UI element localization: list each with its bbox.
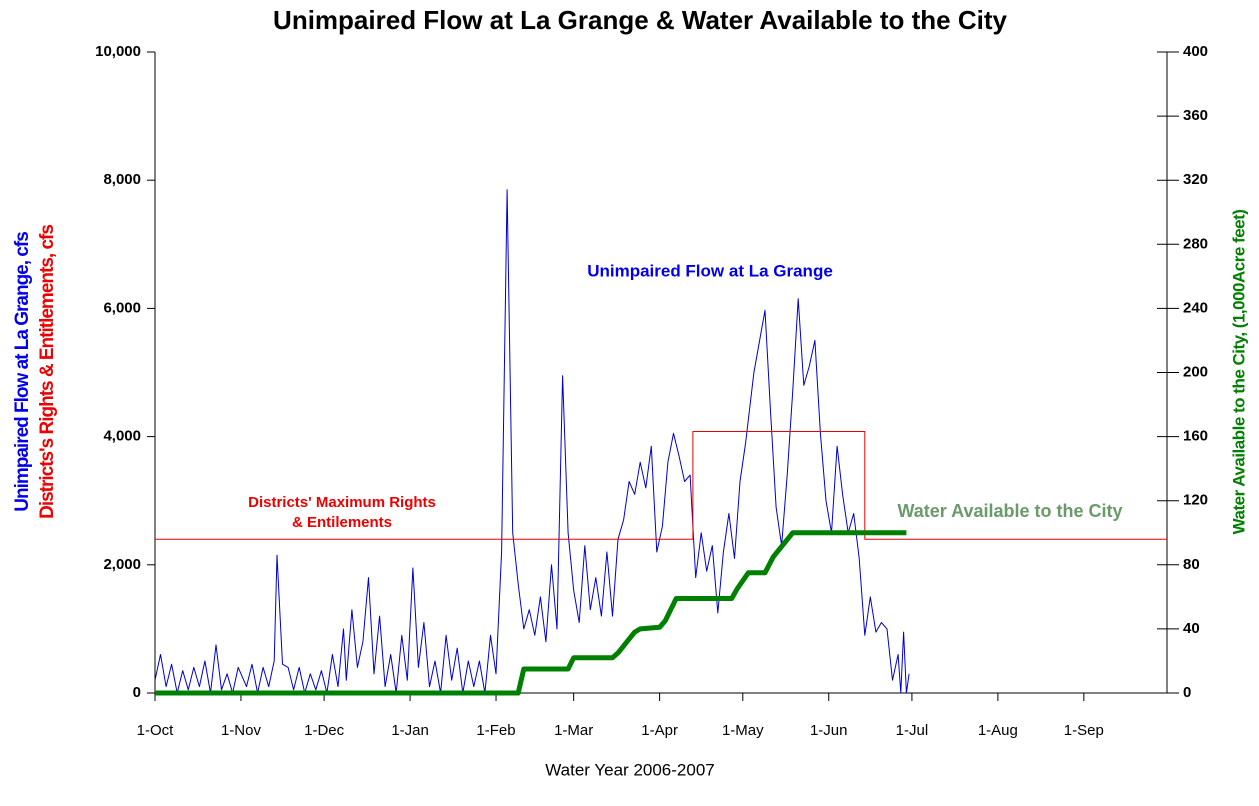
annotation: Districts' Maximum Rights: [248, 494, 436, 511]
y2-tick-label: 280: [1183, 235, 1208, 252]
x-tick-label: 1-Feb: [476, 722, 515, 739]
x-tick-label: 1-Nov: [221, 722, 262, 739]
x-tick-label: 1-Dec: [304, 722, 345, 739]
y2-tick-label: 360: [1183, 107, 1208, 124]
x-tick-label: 1-Jul: [896, 722, 929, 739]
y-axis-label: Districts's Rights & Entitlements, cfs: [37, 225, 58, 519]
y2-axis-label: Water Available to the City, (1,000Acre …: [1229, 210, 1248, 535]
y-tick-label: 8,000: [103, 171, 141, 188]
y2-tick-label: 40: [1183, 620, 1200, 637]
annotation: Unimpaired Flow at La Grange: [587, 261, 833, 280]
annotation: Water Available to the City: [897, 501, 1122, 521]
y2-tick-label: 240: [1183, 299, 1208, 316]
y2-tick-label: 80: [1183, 556, 1200, 573]
y-tick-label: 0: [133, 684, 141, 701]
y2-tick-label: 400: [1183, 43, 1208, 60]
x-tick-label: 1-Aug: [978, 722, 1018, 739]
x-tick-label: 1-Mar: [554, 722, 593, 739]
x-tick-label: 1-Jun: [810, 722, 848, 739]
annotation: & Entilements: [292, 514, 392, 531]
x-tick-label: 1-Jan: [391, 722, 429, 739]
y2-tick-label: 120: [1183, 492, 1208, 509]
y-tick-label: 4,000: [103, 428, 141, 445]
y2-tick-label: 160: [1183, 428, 1208, 445]
y-axis-label: Unimpaired Flow at La Grange, cfs: [12, 232, 33, 512]
y2-tick-label: 320: [1183, 171, 1208, 188]
x-tick-label: 1-Apr: [641, 722, 678, 739]
data-line: [155, 431, 1167, 540]
y2-tick-label: 200: [1183, 363, 1208, 380]
data-line: [154, 189, 910, 694]
y2-tick-label: 0: [1183, 684, 1191, 701]
y-tick-label: 6,000: [103, 299, 141, 316]
x-axis-label: Water Year 2006-2007: [545, 760, 715, 779]
y-tick-label: 10,000: [95, 43, 141, 60]
y-tick-label: 2,000: [103, 556, 141, 573]
x-tick-label: 1-Sep: [1064, 722, 1104, 739]
x-tick-label: 1-Oct: [137, 722, 175, 739]
chart-title: Unimpaired Flow at La Grange & Water Ava…: [273, 5, 1007, 35]
x-tick-label: 1-May: [722, 722, 764, 739]
data-line: [155, 530, 907, 696]
